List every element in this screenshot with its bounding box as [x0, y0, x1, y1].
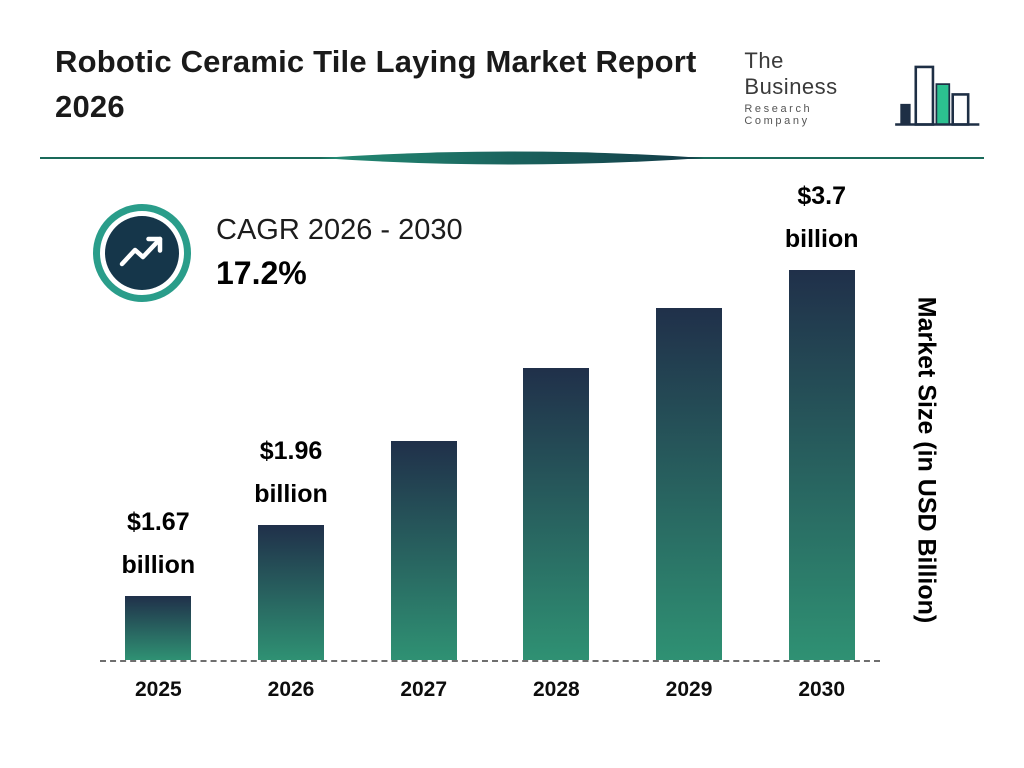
bar-2025	[125, 596, 192, 660]
bar-2030	[788, 270, 855, 660]
growth-trend-icon	[93, 204, 191, 302]
lens-divider	[40, 151, 984, 165]
cagr-label: CAGR 2026 - 2030	[216, 214, 463, 246]
bar-slot-2029	[623, 308, 756, 660]
logo-company-subname: Research Company	[744, 103, 813, 127]
x-tick-2030: 2030	[798, 678, 846, 701]
bar-2029	[656, 308, 723, 660]
x-tick-2027: 2027	[400, 678, 448, 701]
chart-baseline	[99, 660, 881, 662]
bar-2026	[258, 525, 324, 660]
x-tick-2028: 2028	[532, 678, 580, 701]
logo-bar-chart-icon	[894, 65, 979, 126]
cagr-block: CAGR 2026 - 2030 17.2%	[92, 203, 463, 303]
x-tick-2029: 2029	[665, 678, 713, 701]
x-tick-2025: 2025	[134, 678, 182, 701]
bar-2027	[390, 441, 457, 660]
logo-company-name: The Business	[744, 48, 838, 99]
bar-2028	[523, 368, 590, 660]
page-title: Robotic Ceramic Tile Laying Market Repor…	[55, 44, 697, 124]
bar-slot-2027	[357, 441, 490, 660]
bar-slot-2030: $3.7 billion	[755, 175, 888, 660]
bar-slot-2025: $1.67 billion	[92, 501, 225, 660]
x-tick-2026: 2026	[267, 678, 315, 701]
bar-value-label-2025: $1.67 billion	[121, 508, 196, 579]
logo-text: The Business Research Company	[744, 48, 881, 127]
bar-value-label-2026: $1.96 billion	[254, 437, 328, 508]
header: Robotic Ceramic Tile Laying Market Repor…	[55, 40, 984, 130]
cagr-value: 17.2%	[216, 255, 307, 291]
bar-slot-2026: $1.96 billion	[225, 430, 358, 660]
chart-x-axis: 2025 2026 2027 2028 2029 2030	[92, 662, 888, 702]
bar-value-label-2030: $3.7 billion	[784, 182, 859, 253]
company-logo: The Business Research Company	[744, 40, 984, 127]
y-axis-label: Market Size (in USD Billion)	[912, 296, 941, 624]
bar-chart: $1.67 billion $1.96 billion $3.7 billion 2025…	[92, 176, 888, 702]
bar-slot-2028	[490, 368, 623, 660]
chart-plot: $1.67 billion $1.96 billion $3.7 billion	[92, 176, 888, 660]
cagr-text: CAGR 2026 - 2030 17.2%	[216, 214, 463, 292]
